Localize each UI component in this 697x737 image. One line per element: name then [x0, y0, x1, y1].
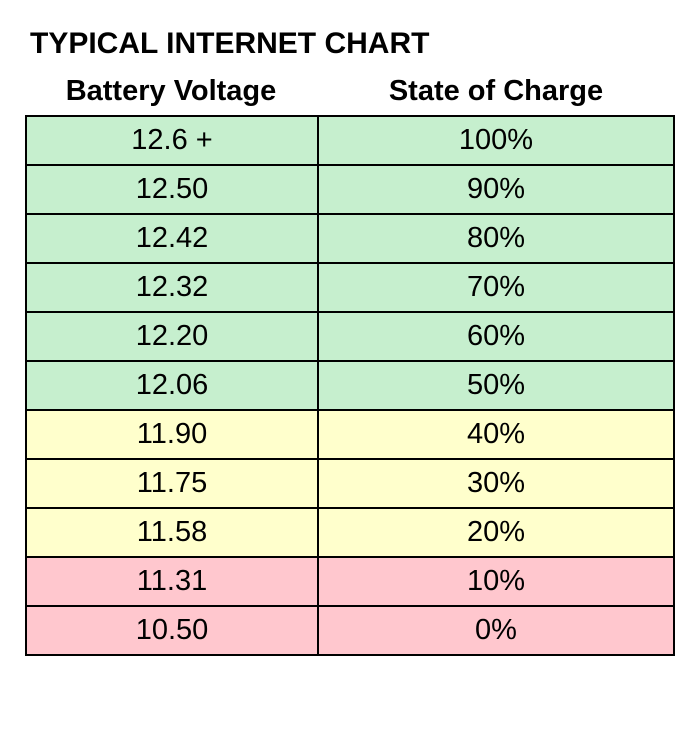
battery-table-body: 12.6 +100% 12.50 90% 12.42 80% 12.32 70% 12.20 6…: [25, 115, 675, 656]
soc-cell: 40%: [317, 409, 675, 460]
table-row: 12.06 50%: [25, 360, 675, 411]
page-title: TYPICAL INTERNET CHART: [30, 27, 430, 60]
table-row: 10.50 0%: [25, 605, 675, 656]
table-row: 11.75 30%: [25, 458, 675, 509]
battery-soc-table: Battery Voltage State of Charge 12.6 +10…: [25, 67, 675, 656]
table-row: 12.6 +100%: [25, 115, 675, 166]
soc-cell: 70%: [317, 262, 675, 313]
voltage-cell: 12.32: [25, 262, 319, 313]
soc-cell: 30%: [317, 458, 675, 509]
soc-cell: 60%: [317, 311, 675, 362]
soc-cell: 90%: [317, 164, 675, 215]
voltage-cell: 11.75: [25, 458, 319, 509]
page: TYPICAL INTERNET CHART Battery Voltage S…: [0, 27, 697, 656]
table-row: 12.32 70%: [25, 262, 675, 313]
voltage-cell: 11.58: [25, 507, 319, 558]
voltage-cell: 12.42: [25, 213, 319, 264]
soc-cell: 0%: [317, 605, 675, 656]
table-row: 12.50 90%: [25, 164, 675, 215]
soc-cell: 80%: [317, 213, 675, 264]
table-header-row: Battery Voltage State of Charge: [25, 67, 675, 115]
table-grid: 12.6 +100% 12.50 90% 12.42 80% 12.32 70% 12.20 6…: [25, 115, 675, 656]
voltage-cell: 11.31: [25, 556, 319, 607]
table-row: 11.58 20%: [25, 507, 675, 558]
voltage-cell: 10.50: [25, 605, 319, 656]
column-header-state-of-charge: State of Charge: [388, 74, 604, 107]
voltage-cell: 12.6 +: [25, 115, 319, 166]
soc-cell: 10%: [317, 556, 675, 607]
soc-cell: 20%: [317, 507, 675, 558]
table-row: 12.20 60%: [25, 311, 675, 362]
soc-cell: 50%: [317, 360, 675, 411]
soc-cell: 100%: [317, 115, 675, 166]
column-header-battery-voltage: Battery Voltage: [65, 74, 277, 107]
voltage-cell: 12.20: [25, 311, 319, 362]
voltage-cell: 12.50: [25, 164, 319, 215]
table-row: 11.31 10%: [25, 556, 675, 607]
table-row: 11.90 40%: [25, 409, 675, 460]
table-row: 12.42 80%: [25, 213, 675, 264]
voltage-cell: 11.90: [25, 409, 319, 460]
voltage-cell: 12.06: [25, 360, 319, 411]
